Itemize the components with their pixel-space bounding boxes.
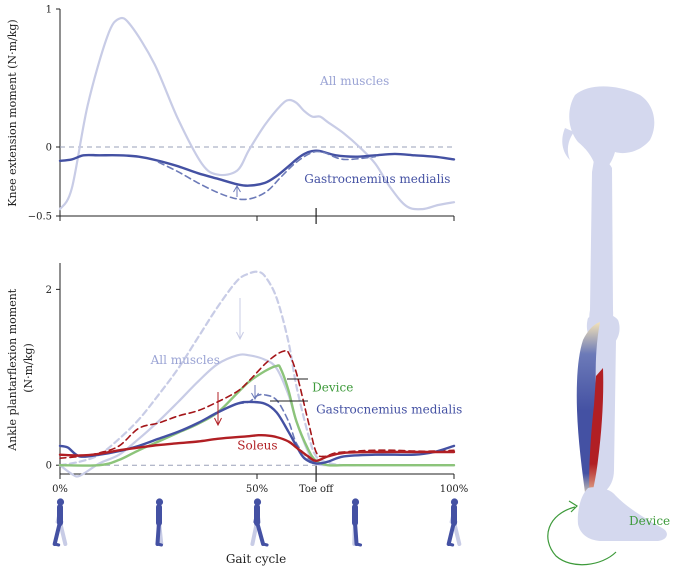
device-label: Device bbox=[629, 514, 670, 528]
knee-series-gastrocnemius bbox=[58, 149, 456, 187]
gait-phase-figures bbox=[52, 498, 462, 547]
all-muscles-reduction-arrow bbox=[236, 298, 244, 341]
gait-cycle-label: Gait cycle bbox=[226, 552, 286, 566]
ankle-x-tick-label: 100% bbox=[440, 484, 469, 495]
knee-dashed-arrow bbox=[233, 185, 241, 197]
knee-label-gastrocnemius: Gastrocnemius medialis bbox=[304, 172, 450, 186]
soleus-reduction-arrow bbox=[214, 392, 222, 427]
walking-figure-icon bbox=[155, 498, 164, 547]
knee-moment-chart: Knee extension moment (N·m/kg) −0.5 0 1 Al… bbox=[6, 5, 456, 224]
ankle-label-soleus: Soleus bbox=[237, 438, 277, 452]
ankle-moment-chart: Ankle plantarflexion moment (N·m/kg) 02 … bbox=[6, 263, 468, 495]
knee-label-all-muscles-label: All muscles bbox=[319, 74, 389, 88]
ankle-series-soleus bbox=[58, 433, 456, 462]
knee-y-tick-label: 0 bbox=[46, 143, 52, 154]
knee-y-tick-label: −0.5 bbox=[28, 212, 52, 223]
leg-skeleton-icon: Device bbox=[547, 86, 670, 566]
knee-y-axis-label: Knee extension moment (N·m/kg) bbox=[6, 19, 19, 206]
toe-off-label: Toe off bbox=[299, 484, 334, 495]
rotation-arrow-icon bbox=[547, 506, 617, 566]
walking-figure-icon bbox=[250, 498, 269, 547]
ankle-series-soleus-dashed-dashed bbox=[59, 349, 455, 459]
ankle-series-all-muscles-dashed bbox=[58, 270, 456, 467]
soleus-muscle bbox=[589, 368, 604, 505]
ankle-y-axis-label: Ankle plantarflexion moment (N·m/kg) bbox=[6, 285, 35, 451]
ankle-y-tick-label: 2 bbox=[46, 285, 52, 296]
ankle-x-tick-label: 0% bbox=[52, 484, 68, 495]
gastrocnemius-muscle bbox=[576, 322, 600, 500]
walking-figure-icon bbox=[351, 498, 363, 547]
ankle-label-device-label: Device bbox=[312, 380, 353, 394]
knee-y-tick-label: 1 bbox=[46, 5, 52, 16]
knee-series-gastrocnemius-dashed-dashed bbox=[157, 150, 376, 201]
gastrocnemius-reduction-arrow bbox=[251, 385, 259, 400]
ankle-label-all-muscles-label: All muscles bbox=[150, 353, 220, 367]
walking-figure-icon bbox=[52, 498, 68, 547]
ankle-label-gastrocnemius: Gastrocnemius medialis bbox=[316, 402, 462, 416]
ankle-x-tick-label: 50% bbox=[246, 484, 268, 495]
walking-figure-icon bbox=[446, 498, 462, 547]
ankle-y-tick-label: 0 bbox=[46, 461, 52, 472]
knee-series-all-muscles bbox=[58, 16, 456, 211]
